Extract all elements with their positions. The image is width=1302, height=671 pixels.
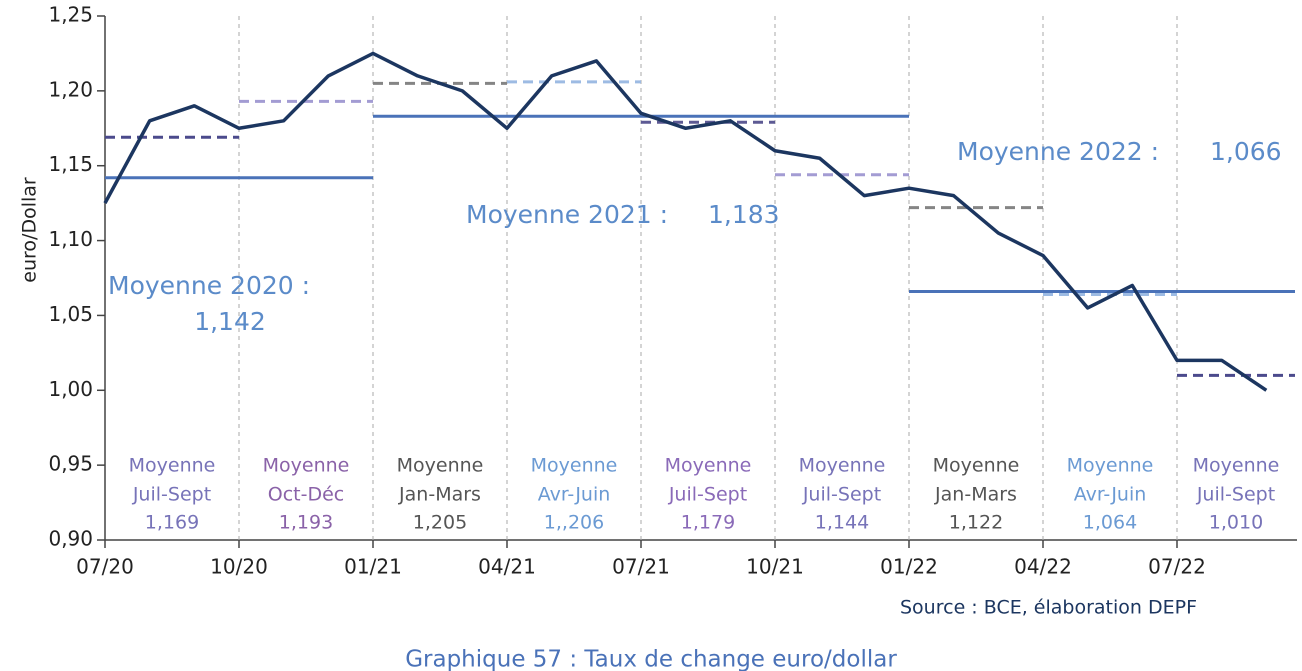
x-tick-label: 07/22 [1148, 555, 1206, 579]
caption: Graphique 57 : Taux de change euro/dolla… [405, 647, 897, 671]
quarter-value: 1,064 [1083, 512, 1137, 534]
quarter-label: Moyenne [263, 455, 350, 477]
x-tick-label: 07/20 [76, 555, 134, 579]
quarter-period: Juil-Sept [802, 484, 881, 506]
annual-label: Moyenne 2022 : [957, 137, 1159, 166]
x-tick-label: 01/22 [880, 555, 938, 579]
quarter-value: 1,122 [949, 512, 1003, 534]
y-axis-label: euro/Dollar [19, 177, 41, 283]
quarter-value: 1,169 [145, 512, 199, 534]
annual-value: 1,142 [194, 307, 266, 336]
quarter-value: 1,010 [1209, 512, 1263, 534]
quarter-label: Moyenne [129, 455, 216, 477]
x-tick-label: 04/22 [1014, 555, 1072, 579]
annual-value: 1,066 [1210, 137, 1282, 166]
y-tick-label: 1,10 [48, 227, 93, 251]
quarter-period: Juil-Sept [132, 484, 211, 506]
quarter-period: Juil-Sept [668, 484, 747, 506]
annual-label: Moyenne 2021 : [466, 200, 668, 229]
y-tick-label: 1,00 [48, 377, 93, 401]
quarter-period: Juil-Sept [1196, 484, 1275, 506]
y-tick-label: 0,95 [48, 452, 93, 476]
quarter-value: 1,193 [279, 512, 333, 534]
quarter-label: Moyenne [1067, 455, 1154, 477]
quarter-period: Jan-Mars [934, 484, 1017, 506]
quarter-label: Moyenne [531, 455, 618, 477]
x-tick-label: 10/21 [746, 555, 804, 579]
annual-label: Moyenne 2020 : [108, 271, 310, 300]
quarter-value: 1,,206 [544, 512, 604, 534]
quarter-period: Oct-Déc [268, 484, 344, 506]
quarter-label: Moyenne [397, 455, 484, 477]
quarter-value: 1,205 [413, 512, 467, 534]
y-tick-label: 1,20 [48, 77, 93, 101]
quarter-period: Jan-Mars [398, 484, 481, 506]
x-tick-label: 01/21 [344, 555, 402, 579]
x-tick-label: 07/21 [612, 555, 670, 579]
quarter-label: Moyenne [933, 455, 1020, 477]
quarter-value: 1,179 [681, 512, 735, 534]
quarter-period: Avr-Juin [538, 484, 611, 506]
annual-value: 1,183 [708, 200, 780, 229]
quarter-label: Moyenne [665, 455, 752, 477]
y-tick-label: 0,90 [48, 527, 93, 551]
quarter-period: Avr-Juin [1074, 484, 1147, 506]
x-tick-label: 04/21 [478, 555, 536, 579]
y-tick-label: 1,15 [48, 152, 93, 176]
quarter-value: 1,144 [815, 512, 869, 534]
y-tick-label: 1,05 [48, 302, 93, 326]
source: Source : BCE, élaboration DEPF [900, 597, 1197, 619]
quarter-label: Moyenne [799, 455, 886, 477]
y-tick-label: 1,25 [48, 3, 93, 27]
line-series [103, 51, 1268, 392]
quarter-label: Moyenne [1193, 455, 1280, 477]
x-tick-label: 10/20 [210, 555, 268, 579]
